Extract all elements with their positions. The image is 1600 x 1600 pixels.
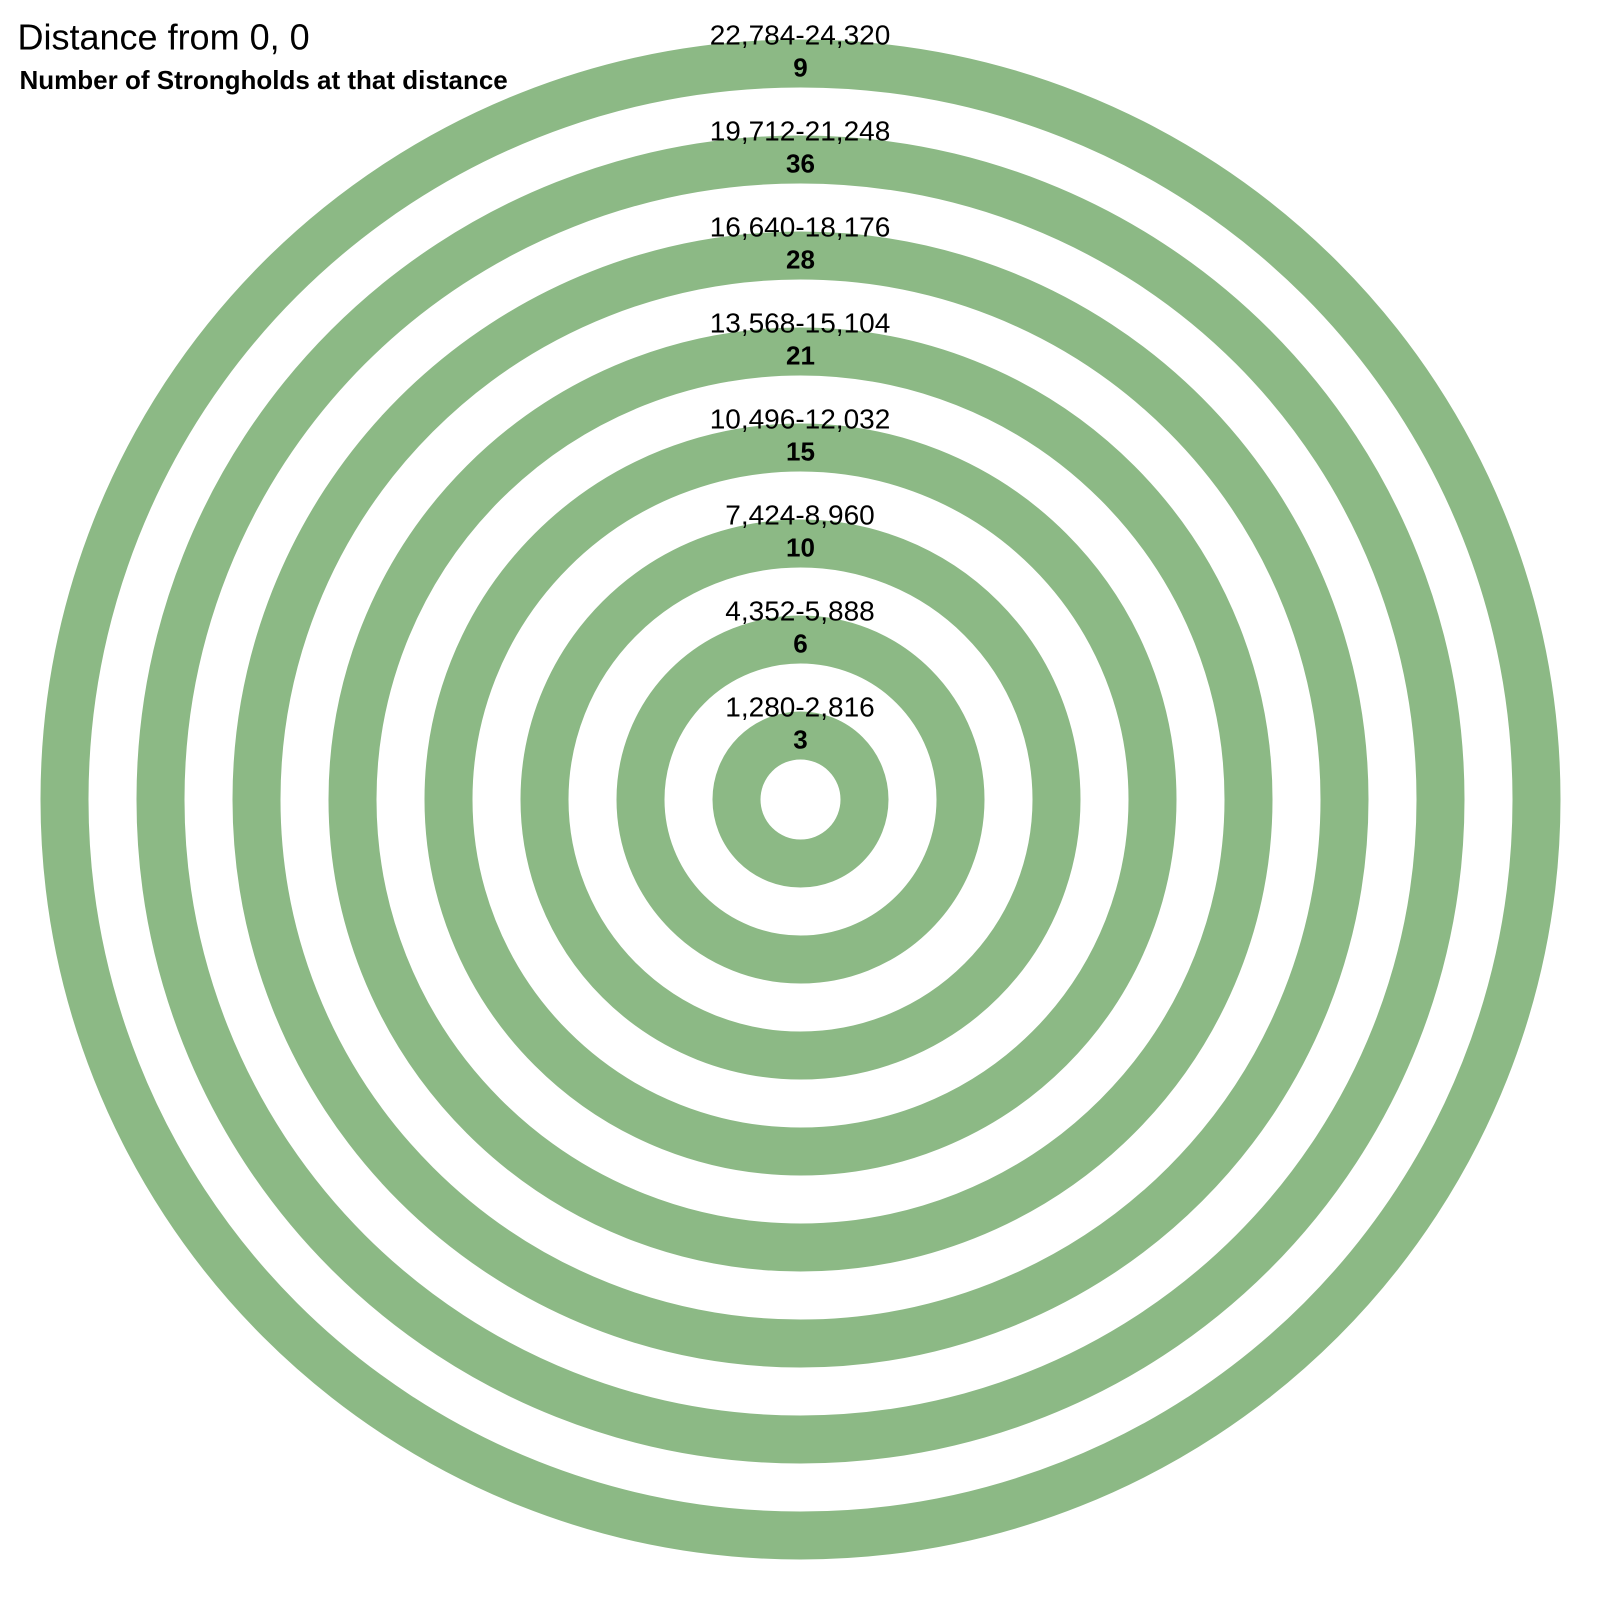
svg-text:19,712-21,248: 19,712-21,248 (710, 115, 891, 146)
svg-text:28: 28 (786, 245, 815, 275)
svg-text:21: 21 (786, 341, 815, 371)
svg-text:6: 6 (793, 629, 807, 659)
svg-text:7,424-8,960: 7,424-8,960 (725, 499, 874, 530)
svg-text:10,496-12,032: 10,496-12,032 (710, 403, 891, 434)
svg-text:22,784-24,320: 22,784-24,320 (710, 19, 891, 50)
svg-text:9: 9 (793, 53, 807, 83)
svg-text:10: 10 (786, 533, 815, 563)
svg-text:15: 15 (786, 437, 815, 467)
svg-text:3: 3 (793, 725, 807, 755)
svg-text:36: 36 (786, 149, 815, 179)
svg-text:Number of Strongholds at that: Number of Strongholds at that distance (20, 65, 508, 95)
svg-text:13,568-15,104: 13,568-15,104 (710, 307, 891, 338)
svg-text:4,352-5,888: 4,352-5,888 (725, 595, 874, 626)
svg-text:16,640-18,176: 16,640-18,176 (710, 211, 891, 242)
svg-text:Distance from 0, 0: Distance from 0, 0 (18, 16, 310, 57)
svg-text:1,280-2,816: 1,280-2,816 (725, 691, 874, 722)
